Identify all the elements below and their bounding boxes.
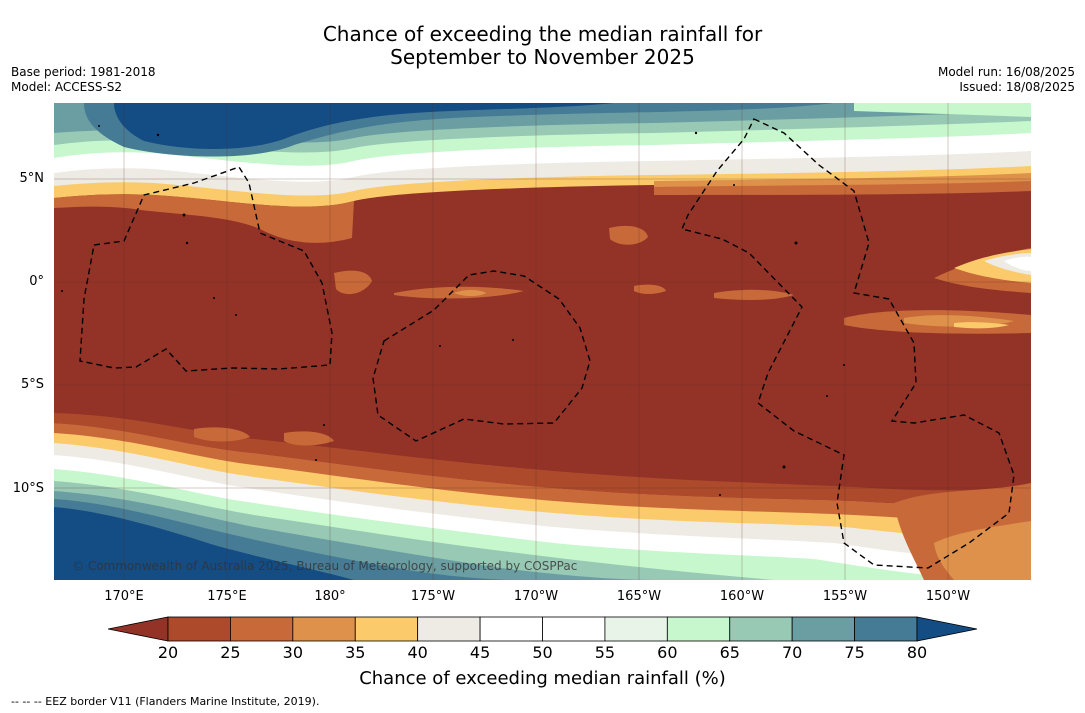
- base-period: Base period: 1981-2018: [11, 65, 156, 79]
- lon-tick-180: 180°: [314, 589, 346, 604]
- issued-date: Issued: 18/08/2025: [959, 80, 1075, 94]
- colorbar-cell: [230, 616, 294, 642]
- lat-tick-5s: 5°S: [20, 377, 44, 392]
- colorbar-tick-label: 65: [719, 643, 740, 662]
- colorbar-cell: [479, 616, 543, 642]
- colorbar-cell: [292, 616, 356, 642]
- colorbar-tick-label: 20: [157, 643, 179, 662]
- southern-wet-band: [54, 413, 1031, 580]
- graticule: [54, 103, 1031, 580]
- colorbar-cell: [354, 616, 419, 642]
- scattered-patches: [194, 225, 794, 446]
- colorbar-tick-label: 80: [906, 643, 928, 662]
- colorbar-tick-label: 55: [594, 643, 616, 662]
- lat-tick-10s: 10°S: [12, 481, 44, 496]
- colorbar-cell: [729, 616, 793, 642]
- colorbar-cell: [791, 616, 855, 642]
- lon-tick-160w: 160°W: [719, 589, 765, 604]
- colorbar-cell: [417, 616, 481, 642]
- northern-wet-band: [54, 103, 1031, 243]
- colorbar-cell: [604, 616, 668, 642]
- colorbar-cell: [167, 616, 231, 642]
- colorbar: [108, 616, 978, 642]
- copyright-notice: © Commonwealth of Australia 2025, Bureau…: [72, 559, 578, 573]
- colorbar-tick-label: 30: [282, 643, 303, 662]
- colorbar-cell: [666, 616, 731, 642]
- rainfall-probability-map: [54, 103, 1031, 580]
- lat-tick-5n: 5°N: [19, 171, 45, 186]
- colorbar-under-arrow: [108, 616, 169, 642]
- colorbar-cells: [167, 616, 918, 642]
- colorbar-over-arrow: [916, 616, 978, 642]
- lon-tick-175w: 175°W: [410, 589, 456, 604]
- lon-tick-170w: 170°W: [513, 589, 559, 604]
- colorbar-cell: [854, 616, 918, 642]
- colorbar-tick-label: 35: [345, 643, 366, 662]
- eez-border-legend: -- -- -- EEZ border V11 (Flanders Marine…: [11, 695, 320, 708]
- colorbar-tick-label: 75: [844, 643, 865, 662]
- lon-tick-155w: 155°W: [822, 589, 868, 604]
- map-title-line-2: September to November 2025: [390, 45, 695, 69]
- lon-tick-170e: 170°E: [104, 589, 144, 604]
- lat-tick-0: 0°: [29, 274, 44, 289]
- lon-tick-165w: 165°W: [616, 589, 662, 604]
- island-markers: [61, 125, 845, 496]
- colorbar-tick-label: 45: [469, 643, 491, 662]
- eez-borders: [79, 118, 1015, 569]
- map-title-line-1: Chance of exceeding the median rainfall …: [322, 22, 763, 46]
- colorbar-cell: [542, 616, 606, 642]
- colorbar-label: Chance of exceeding median rainfall (%): [359, 668, 726, 689]
- lon-tick-175e: 175°E: [207, 589, 247, 604]
- colorbar-tick-label: 50: [532, 643, 553, 662]
- model-run: Model run: 16/08/2025: [937, 65, 1075, 79]
- colorbar-tick-label: 25: [220, 643, 241, 662]
- colorbar-tick-label: 70: [781, 643, 803, 662]
- colorbar-tick-label: 60: [657, 643, 678, 662]
- model-name: Model: ACCESS-S2: [11, 80, 123, 94]
- lon-tick-150w: 150°W: [925, 589, 971, 604]
- colorbar-tick-label: 40: [407, 643, 428, 662]
